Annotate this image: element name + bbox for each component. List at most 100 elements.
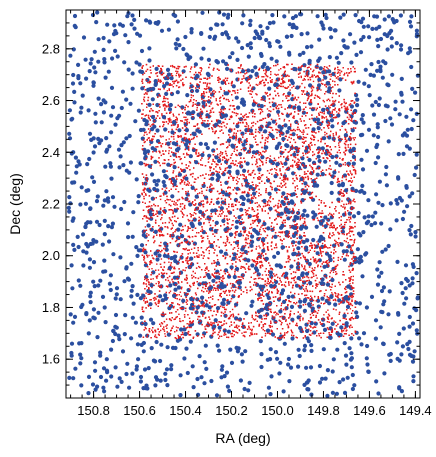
blue-point [92,49,97,54]
blue-point [349,336,354,341]
blue-point [286,356,291,362]
blue-point [399,352,404,357]
blue-point [83,201,88,206]
blue-point [410,321,416,326]
blue-point [88,206,93,211]
blue-point [366,219,371,224]
blue-point [275,356,280,361]
blue-point [240,45,245,51]
blue-point [88,220,93,225]
blue-point [206,99,212,104]
blue-point [95,194,100,199]
blue-point [300,198,305,203]
blue-point [84,312,89,317]
blue-point [402,131,407,136]
blue-point [238,378,243,383]
blue-point [414,271,419,276]
blue-point [355,247,360,252]
blue-point [405,278,410,283]
blue-point [207,305,212,310]
blue-point [290,317,295,322]
blue-point [268,347,273,352]
blue-point [220,31,225,37]
blue-point [122,332,127,337]
blue-point [170,194,175,199]
blue-point [90,382,96,387]
blue-point [248,45,254,51]
blue-point [287,91,292,96]
blue-point [129,288,134,293]
blue-point [394,198,399,203]
blue-point [132,26,137,31]
blue-point [226,35,231,40]
blue-point [134,364,139,369]
blue-point [88,290,93,295]
blue-point [225,15,230,20]
blue-point [101,203,106,208]
blue-point [133,119,138,124]
blue-point [205,71,210,76]
blue-point [407,19,413,24]
blue-point [164,91,169,96]
blue-point [190,115,195,121]
blue-point [184,52,189,57]
blue-point [153,251,158,256]
blue-point [159,342,164,347]
blue-point [91,260,97,265]
blue-point [100,294,106,299]
blue-point [324,15,329,21]
blue-point [126,40,131,45]
blue-point [69,117,74,122]
blue-point [87,156,92,162]
blue-point [99,120,104,125]
blue-point [189,84,194,89]
blue-point [332,170,337,175]
blue-point [153,383,158,388]
blue-point [305,45,310,50]
blue-point [268,301,273,306]
blue-point [399,281,404,286]
blue-point [312,330,317,335]
blue-point [330,390,335,395]
blue-point [260,64,265,69]
blue-point [383,247,388,252]
blue-point [407,314,412,320]
blue-point [351,161,356,166]
blue-point [96,37,101,42]
blue-point [294,25,299,30]
blue-point [67,108,72,113]
blue-point [291,233,296,238]
blue-point [169,363,174,368]
blue-point [105,22,110,27]
blue-point [111,329,116,334]
blue-point [413,90,418,95]
blue-point [410,86,415,91]
blue-point [299,176,304,182]
blue-point [304,365,309,370]
blue-point [247,380,252,385]
blue-point [227,164,232,169]
blue-point [76,244,81,250]
blue-point [144,18,149,23]
blue-point [135,253,140,258]
blue-point [405,204,410,209]
blue-point [306,378,311,383]
blue-point [383,118,388,124]
blue-point [175,90,180,95]
blue-point [120,89,125,94]
blue-point [69,341,75,346]
blue-point [225,66,230,71]
blue-point [360,274,365,279]
blue-point [134,245,139,250]
blue-point [232,274,237,280]
blue-point [397,112,402,117]
blue-point [73,155,78,160]
blue-point [318,66,323,71]
blue-point [84,188,89,193]
blue-point [130,86,135,91]
blue-point [307,157,312,163]
blue-point [236,105,241,110]
blue-point [261,248,266,253]
blue-point [337,183,342,188]
blue-point [152,147,158,152]
